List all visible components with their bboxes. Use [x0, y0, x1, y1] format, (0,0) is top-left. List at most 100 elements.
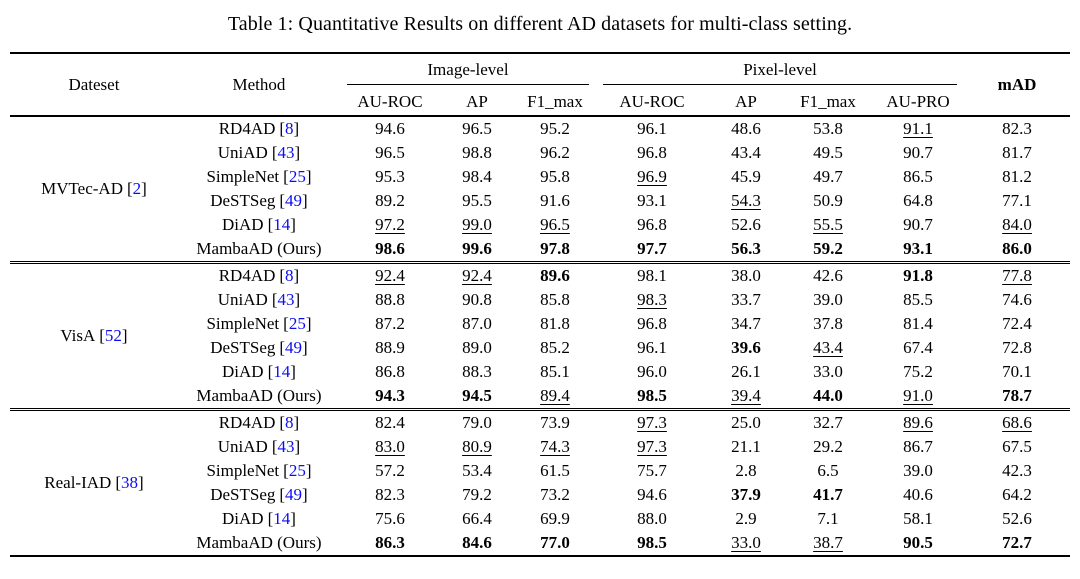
metric-cell: 94.6	[375, 119, 405, 138]
metric-cell: 89.0	[462, 338, 492, 357]
metric-cell: 88.9	[375, 338, 405, 357]
table-row: MambaAD (Ours) 86.3 84.6 77.0 98.5 33.0 …	[10, 531, 1070, 556]
metric-cell: 66.4	[462, 509, 492, 528]
metric-cell: 84.6	[462, 533, 492, 552]
citation-link[interactable]: 8	[285, 119, 294, 138]
col-header-mad: mAD	[997, 74, 1037, 94]
method-cell: UniAD [43]	[217, 437, 301, 456]
method-cell: UniAD [43]	[217, 143, 301, 162]
metric-cell: 33.7	[731, 290, 761, 309]
table-row: UniAD [43] 96.5 98.8 96.2 96.8 43.4 49.5 …	[10, 141, 1070, 165]
table-row: SimpleNet [25] 95.3 98.4 95.8 96.9 45.9 4…	[10, 165, 1070, 189]
metric-cell: 37.9	[731, 485, 761, 504]
metric-cell: 54.3	[731, 191, 761, 210]
bracket: ]	[305, 461, 312, 480]
metric-cell: 50.9	[813, 191, 843, 210]
bracket: ]	[290, 509, 296, 528]
metric-cell: 85.2	[540, 338, 570, 357]
metric-cell: 69.9	[540, 509, 570, 528]
citation-link[interactable]: 25	[288, 167, 306, 186]
table-row: MambaAD (Ours) 98.6 99.6 97.8 97.7 56.3 …	[10, 237, 1070, 263]
metric-cell: 98.5	[637, 533, 667, 552]
metric-cell: 89.4	[540, 386, 570, 405]
metric-cell: 43.4	[731, 143, 761, 162]
bracket: ]	[294, 437, 301, 456]
metric-cell: 89.6	[540, 266, 570, 285]
metric-cell: 97.8	[540, 239, 570, 258]
metric-cell: 72.8	[1002, 338, 1032, 357]
bracket: [	[283, 314, 289, 333]
metric-cell: 7.1	[817, 509, 839, 528]
citation-link[interactable]: 8	[285, 266, 294, 285]
metric-cell: 43.4	[813, 338, 843, 357]
dataset-cell: MVTec-AD [2]	[41, 179, 147, 198]
method-cell: MambaAD (Ours)	[196, 533, 322, 552]
citation-link[interactable]: 49	[285, 485, 303, 504]
citation-link[interactable]: 8	[285, 413, 294, 432]
citation-link[interactable]: 14	[273, 215, 291, 234]
citation-link[interactable]: 52	[104, 326, 122, 345]
citation-link[interactable]: 14	[273, 509, 291, 528]
col-header-dataset: Dateset	[68, 74, 120, 94]
table-row: UniAD [43] 88.8 90.8 85.8 98.3 33.7 39.0 …	[10, 288, 1070, 312]
metric-cell: 80.9	[462, 437, 492, 456]
table-row: DiAD [14] 97.2 99.0 96.5 96.8 52.6 55.5 9…	[10, 213, 1070, 237]
metric-cell: 89.2	[375, 191, 405, 210]
bracket: [	[279, 338, 286, 357]
metric-cell: 97.2	[375, 215, 405, 234]
col-group-pixel-level: Pixel-level	[596, 53, 964, 89]
metric-cell: 90.5	[903, 533, 933, 552]
metric-cell: 96.5	[375, 143, 405, 162]
metric-cell: 52.6	[1002, 509, 1032, 528]
metric-cell: 38.0	[731, 266, 761, 285]
metric-cell: 59.2	[813, 239, 843, 258]
bracket: [	[279, 266, 286, 285]
citation-link[interactable]: 43	[277, 437, 295, 456]
citation-link[interactable]: 49	[285, 191, 303, 210]
bracket: ]	[302, 191, 308, 210]
metric-cell: 68.6	[1002, 413, 1032, 432]
col-header-image-f1max: F1_max	[527, 92, 583, 111]
bracket: [	[271, 437, 278, 456]
bracket: ]	[302, 338, 308, 357]
metric-cell: 94.5	[462, 386, 492, 405]
metric-cell: 88.3	[462, 362, 492, 381]
metric-cell: 95.2	[540, 119, 570, 138]
table-row: DeSTSeg [49] 82.3 79.2 73.2 94.6 37.9 41.…	[10, 483, 1070, 507]
metric-cell: 98.8	[462, 143, 492, 162]
metric-cell: 96.1	[637, 119, 667, 138]
citation-link[interactable]: 25	[288, 461, 306, 480]
metric-cell: 58.1	[903, 509, 933, 528]
bracket: ]	[305, 167, 312, 186]
bracket: [	[271, 290, 278, 309]
metric-cell: 39.0	[903, 461, 933, 480]
table-row: DiAD [14] 86.8 88.3 85.1 96.0 26.1 33.0 7…	[10, 360, 1070, 384]
citation-link[interactable]: 43	[277, 143, 295, 162]
metric-cell: 57.2	[375, 461, 405, 480]
table-caption: Table 1: Quantitative Results on differe…	[227, 13, 853, 35]
metric-cell: 93.1	[903, 239, 933, 258]
metric-cell: 81.2	[1002, 167, 1032, 186]
method-cell: DiAD [14]	[222, 362, 296, 381]
metric-cell: 96.5	[540, 215, 570, 234]
metric-cell: 39.0	[813, 290, 843, 309]
citation-link[interactable]: 2	[132, 179, 142, 198]
citation-link[interactable]: 49	[285, 338, 303, 357]
metric-cell: 86.0	[1002, 239, 1032, 258]
citation-link[interactable]: 43	[277, 290, 295, 309]
bracket: ]	[305, 314, 312, 333]
citation-link[interactable]: 14	[273, 362, 291, 381]
table-row: SimpleNet [25] 87.2 87.0 81.8 96.8 34.7 3…	[10, 312, 1070, 336]
citation-link[interactable]: 25	[288, 314, 306, 333]
metric-cell: 34.7	[731, 314, 761, 333]
bracket: ]	[293, 119, 300, 138]
metric-cell: 91.1	[903, 119, 933, 138]
col-header-pixel-ap: AP	[735, 92, 757, 111]
metric-cell: 85.1	[540, 362, 570, 381]
metric-cell: 37.8	[813, 314, 843, 333]
citation-link[interactable]: 38	[120, 473, 138, 492]
method-cell: SimpleNet [25]	[206, 461, 312, 480]
metric-cell: 82.3	[1002, 119, 1032, 138]
metric-cell: 88.0	[637, 509, 667, 528]
metric-cell: 98.1	[637, 266, 667, 285]
